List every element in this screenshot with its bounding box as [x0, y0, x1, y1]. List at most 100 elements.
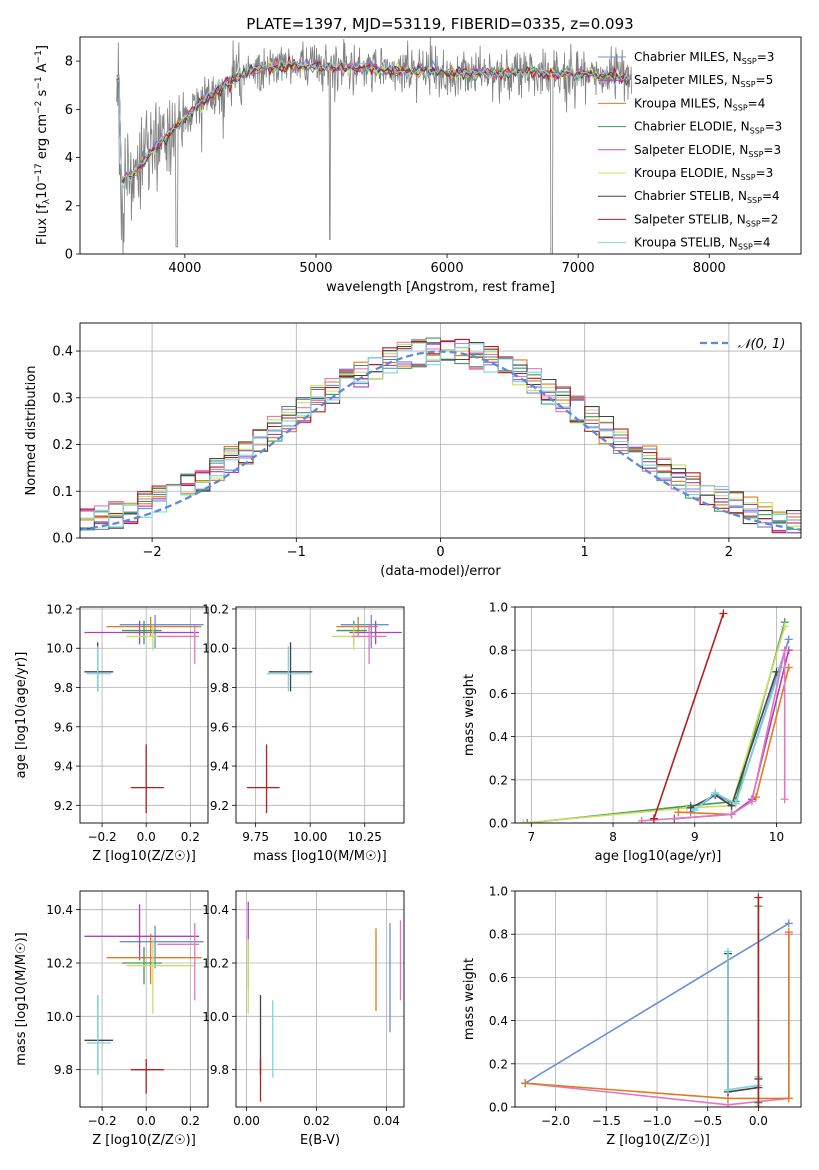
- legend-subscript: SSP: [746, 219, 761, 228]
- legend-label: Kroupa MILES, NSSP=4: [634, 96, 765, 112]
- legend-subscript: SSP: [748, 150, 763, 159]
- x-tick-label: 10.25: [348, 830, 382, 844]
- panel-age_vs_mass: 9.75 10.00 10.25 9.2 9.4 9.6 9.8 10.0 10.2 mass […: [202, 602, 405, 864]
- weight-marker: [519, 819, 528, 823]
- normal-curve: [80, 350, 801, 531]
- x-tick-label: 0.0: [137, 1114, 156, 1128]
- axes-frame: [79, 322, 802, 539]
- legend-value: =5: [756, 73, 774, 87]
- plot-area: [236, 891, 404, 1107]
- x-axis-label: age [log10(age/yr)]: [595, 849, 722, 864]
- figure-title: PLATE=1397, MJD=53119, FIBERID=0335, z=0…: [246, 15, 633, 33]
- y-tick-label: 10.2: [46, 957, 73, 971]
- weight-line: [690, 671, 778, 809]
- data-point: [106, 616, 202, 637]
- y-tick-label: 1.0: [489, 601, 508, 615]
- histogram-step: [80, 342, 801, 534]
- x-axis-label: Z [log10(Z/Z☉)]: [606, 1133, 710, 1148]
- x-tick-label: −0.5: [693, 1114, 722, 1128]
- x-tick-label: 0.2: [181, 1114, 200, 1128]
- x-tick-label: −0.2: [87, 830, 116, 844]
- weight-marker: [711, 788, 720, 797]
- y-tick-label: 10.0: [202, 1010, 229, 1024]
- y-tick-label: 10.4: [202, 903, 229, 917]
- plot-area: [80, 323, 801, 538]
- data-point: [126, 624, 195, 651]
- y-tick-label: 0.0: [489, 1101, 508, 1115]
- data-point: [84, 904, 200, 961]
- y-tick-label: 9.6: [54, 720, 73, 734]
- model-line: [116, 56, 630, 184]
- x-tick-label: −1.5: [592, 1114, 621, 1128]
- data-point: [86, 995, 111, 1075]
- legend-value: =3: [763, 143, 781, 157]
- plot-area: [515, 607, 801, 823]
- x-tick-label: 0.02: [303, 1114, 330, 1128]
- legend: Chabrier MILES, NSSP=3 Salpeter MILES, NS…: [598, 50, 782, 252]
- data-point: [119, 925, 204, 969]
- weight-marker: [780, 795, 789, 804]
- legend-subscript: SSP: [750, 127, 765, 136]
- x-axis-label: E(B-V): [300, 1133, 340, 1148]
- y-tick-label: 2: [65, 199, 73, 214]
- weight-marker: [723, 1085, 732, 1094]
- x-axis-label: Z [log10(Z/Z☉)]: [92, 849, 196, 864]
- data-point: [86, 646, 111, 692]
- x-tick-label: 2: [725, 545, 733, 560]
- weight-line: [523, 626, 786, 823]
- data-point: [84, 620, 200, 645]
- legend-subscript: SSP: [741, 80, 756, 89]
- weight-marker: [784, 635, 793, 644]
- weight-marker: [747, 797, 756, 806]
- legend-value: =4: [762, 189, 780, 203]
- y-axis-label: Flux [fλ10−17 erg cm−2 s−1 A−1]: [34, 45, 52, 245]
- y-tick-label: 0.6: [489, 971, 508, 985]
- y-tick-label: 9.8: [54, 681, 73, 695]
- legend-value: =2: [761, 212, 779, 226]
- weight-marker: [754, 1103, 763, 1107]
- y-tick-label: 10.2: [202, 602, 229, 616]
- x-tick-label: −1.0: [642, 1114, 671, 1128]
- axes-frame: [79, 606, 209, 824]
- x-tick-label: 9: [691, 830, 699, 844]
- data-point: [121, 620, 162, 645]
- x-tick-label: 10.00: [293, 830, 327, 844]
- weight-marker: [784, 928, 793, 937]
- data-point: [246, 744, 280, 814]
- y-tick-label: 9.2: [210, 799, 229, 813]
- y-axis-label: Normed distribution: [24, 366, 39, 496]
- y-tick-label: 10.2: [46, 602, 73, 616]
- y-tick-label: 9.8: [210, 681, 229, 695]
- y-tick-label: 0.2: [52, 438, 73, 453]
- panel-massweight_vs_Z: −2.0 −1.5 −1.0 −0.5 0.0 0.0 0.2 0.4 0.6 0.8 1.0 Z […: [462, 885, 802, 1148]
- y-axis-label: mass weight: [462, 674, 477, 756]
- weight-marker: [674, 808, 683, 817]
- legend-label: Chabrier ELODIE, NSSP=3: [634, 120, 782, 136]
- legend-value: =3: [756, 166, 774, 180]
- y-tick-label: 0.4: [489, 1014, 508, 1028]
- weight-marker: [784, 1094, 793, 1103]
- plot-area: [80, 607, 208, 823]
- legend-subscript: SSP: [747, 196, 762, 205]
- weight-line: [727, 953, 760, 1093]
- spectrum-data-line: [116, 37, 632, 254]
- weight-marker: [731, 799, 740, 808]
- data-point: [266, 646, 311, 692]
- legend-subscript: SSP: [733, 103, 748, 112]
- weight-marker: [637, 816, 646, 823]
- y-tick-label: 4: [65, 151, 73, 166]
- weight-line: [694, 667, 782, 811]
- weight-marker: [754, 893, 763, 902]
- legend-label: Salpeter STELIB, NSSP=2: [634, 212, 778, 228]
- plot-area: [236, 607, 404, 823]
- legend-label: Chabrier STELIB, NSSP=4: [634, 189, 780, 205]
- legend-label: Kroupa STELIB, NSSP=4: [634, 236, 771, 252]
- x-tick-label: −0.2: [87, 1114, 116, 1128]
- x-tick-label: −2: [143, 545, 162, 560]
- weight-marker: [727, 801, 736, 810]
- weight-marker: [784, 919, 793, 928]
- y-tick-label: 9.6: [210, 720, 229, 734]
- plot-area: [80, 891, 208, 1107]
- panel-massweight_vs_age: 7 8 9 10 0.0 0.2 0.4 0.6 0.8 1.0 age [log10(age/yr…: [462, 601, 802, 864]
